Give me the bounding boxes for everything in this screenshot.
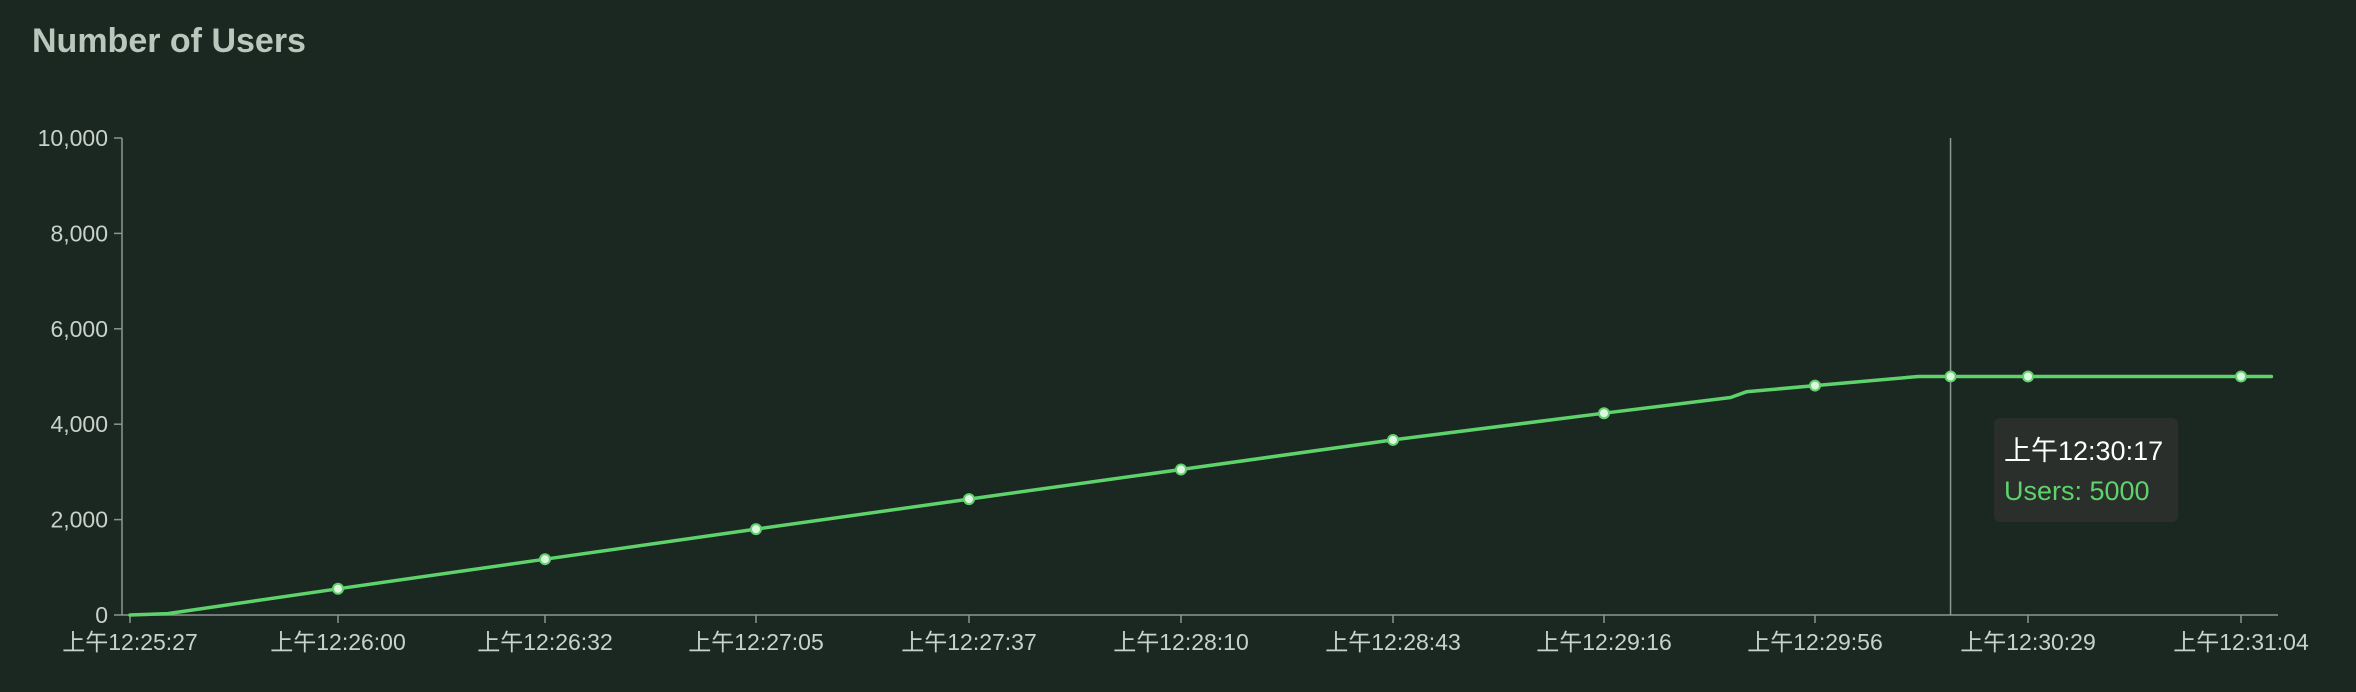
x-tick-label: 上午12:26:32	[477, 629, 613, 655]
y-tick-label: 10,000	[38, 125, 108, 151]
chart-title: Number of Users	[32, 22, 306, 60]
tooltip-value: Users: 5000	[2004, 476, 2150, 506]
data-point	[1175, 463, 1187, 476]
x-tick-label: 上午12:27:37	[901, 629, 1037, 655]
x-tick-label: 上午12:26:00	[270, 629, 406, 655]
x-tick-label: 上午12:30:29	[1960, 629, 2096, 655]
y-tick-label: 8,000	[50, 220, 108, 246]
data-point	[963, 493, 975, 506]
hover-tooltip: 上午12:30:17 Users: 5000	[1994, 418, 2178, 522]
data-point	[2022, 370, 2034, 383]
x-tick-label: 上午12:31:04	[2173, 629, 2309, 655]
y-tick-label: 2,000	[50, 507, 108, 533]
x-tick-label: 上午12:29:56	[1747, 629, 1883, 655]
x-tick-label: 上午12:25:27	[62, 629, 198, 655]
data-point	[1598, 407, 1610, 420]
y-tick-label: 4,000	[50, 411, 108, 437]
data-point	[332, 582, 344, 595]
data-point	[750, 523, 762, 536]
x-tick-label: 上午12:28:10	[1113, 629, 1249, 655]
y-tick-label: 0	[95, 602, 108, 628]
x-tick-label: 上午12:29:16	[1536, 629, 1672, 655]
data-point	[1944, 370, 1957, 383]
data-point	[1809, 379, 1821, 392]
data-point	[539, 553, 551, 566]
x-tick-label: 上午12:28:43	[1325, 629, 1461, 655]
x-tick-label: 上午12:27:05	[688, 629, 824, 655]
y-tick-label: 6,000	[50, 316, 108, 342]
data-point	[2235, 370, 2247, 383]
tooltip-time: 上午12:30:17	[2004, 436, 2164, 466]
data-point	[1387, 433, 1399, 446]
